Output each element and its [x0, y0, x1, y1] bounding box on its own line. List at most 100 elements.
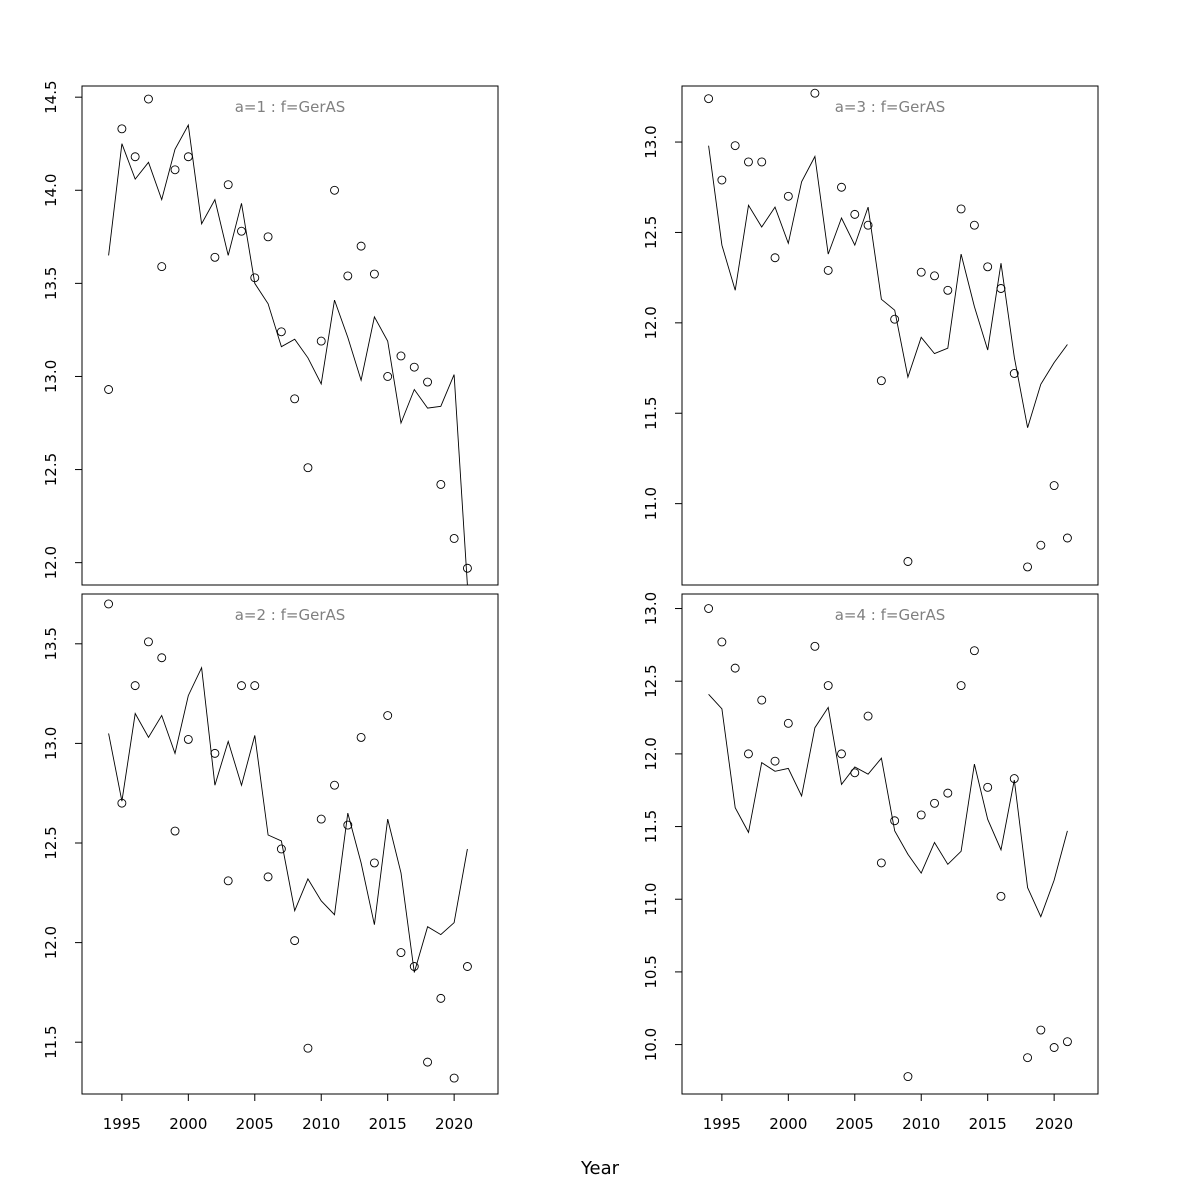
observed-point [916, 810, 926, 820]
observed-point [210, 252, 220, 262]
observed-point [863, 711, 873, 721]
observed-point [1009, 774, 1019, 784]
observed-point [396, 948, 406, 958]
observed-point [223, 876, 233, 886]
observed-point [704, 604, 714, 613]
observed-point [1036, 540, 1046, 550]
observed-point [770, 756, 780, 766]
observed-point [144, 94, 153, 104]
observed-point [704, 94, 714, 104]
observed-point [250, 273, 260, 283]
observed-point [916, 267, 926, 277]
observed-point [969, 220, 979, 230]
observed-point [383, 372, 393, 381]
observed-point [276, 327, 286, 337]
observed-point [1009, 369, 1019, 378]
observed-point [983, 262, 993, 272]
x-tick-label: 2010 [902, 1115, 940, 1133]
observed-point [303, 463, 313, 473]
x-tick-label: 2000 [169, 1115, 207, 1133]
observed-point [890, 314, 900, 324]
observed-point [744, 157, 753, 167]
observed-point [823, 265, 833, 275]
observed-point [290, 936, 300, 946]
observed-point [316, 336, 326, 346]
observed-point [237, 681, 246, 691]
fitted-line [708, 693, 1068, 918]
x-tick-label: 2010 [302, 1115, 340, 1133]
x-tick-label: 2005 [836, 1115, 874, 1133]
observed-point [170, 165, 180, 175]
panel-title: a=2 : f=GerAS [235, 606, 346, 624]
observed-point [930, 798, 939, 808]
observed-point [117, 798, 127, 808]
observed-point [210, 748, 220, 758]
y-tick-label: 12.0 [642, 737, 660, 770]
observed-point [983, 782, 993, 792]
observed-point [423, 377, 433, 387]
x-tick-label: 2015 [969, 1115, 1007, 1133]
observed-point [903, 557, 913, 566]
observed-point [996, 891, 1006, 901]
observed-point [237, 226, 246, 236]
observed-point [396, 351, 406, 361]
observed-point [290, 394, 300, 404]
observed-point [423, 1057, 433, 1067]
y-tick-label: 12.0 [642, 306, 660, 339]
observed-point [943, 285, 953, 295]
observed-point [130, 152, 140, 162]
observed-point [1049, 481, 1059, 491]
observed-point [850, 768, 860, 778]
observed-point [783, 191, 793, 201]
observed-point [730, 141, 740, 151]
y-tick-label: 11.5 [642, 397, 660, 430]
y-tick-label: 13.0 [42, 727, 60, 760]
y-tick-label: 12.5 [42, 826, 60, 859]
observed-point [369, 269, 379, 279]
y-tick-label: 12.5 [642, 665, 660, 698]
observed-point [183, 734, 193, 744]
observed-point [890, 816, 900, 826]
observed-point [903, 1072, 913, 1082]
observed-point [144, 637, 153, 647]
observed-point [930, 271, 939, 281]
observed-point [250, 681, 260, 691]
observed-point [409, 962, 419, 971]
observed-point [823, 681, 833, 691]
observed-point [717, 175, 727, 185]
observed-point [1049, 1043, 1059, 1052]
observed-point [343, 271, 353, 281]
observed-point [436, 480, 446, 489]
observed-point [183, 152, 193, 162]
observed-point [1062, 1037, 1072, 1047]
observed-point [276, 844, 286, 854]
observed-point [303, 1043, 313, 1053]
observed-point [462, 962, 472, 971]
observed-point [356, 732, 366, 742]
x-tick-label: 2020 [435, 1115, 473, 1133]
x-tick-label: 1995 [703, 1115, 741, 1133]
plot-frame [681, 85, 1099, 586]
observed-point [383, 711, 393, 720]
y-tick-label: 10.5 [642, 955, 660, 988]
x-tick-label: 1995 [103, 1115, 141, 1133]
observed-point [956, 204, 966, 214]
y-tick-label: 12.5 [642, 216, 660, 249]
observed-point [223, 180, 233, 190]
y-tick-label: 14.5 [42, 80, 60, 113]
observed-point [837, 182, 846, 192]
plot-area [104, 94, 472, 585]
plot-area [104, 599, 472, 1083]
observed-point [1062, 533, 1072, 543]
y-tick-label: 12.0 [42, 926, 60, 959]
observed-point [810, 88, 820, 98]
observed-point [863, 220, 873, 230]
observed-point [449, 1073, 459, 1083]
observed-point [409, 362, 419, 372]
panel-a3: a=3 : f=GerAS 11.0 11.5 12.0 12.5 13.0 [642, 85, 1099, 586]
observed-point [157, 262, 167, 272]
y-tick-label: 13.0 [42, 360, 60, 393]
plot-area [704, 88, 1072, 572]
panel-title: a=4 : f=GerAS [835, 606, 946, 624]
